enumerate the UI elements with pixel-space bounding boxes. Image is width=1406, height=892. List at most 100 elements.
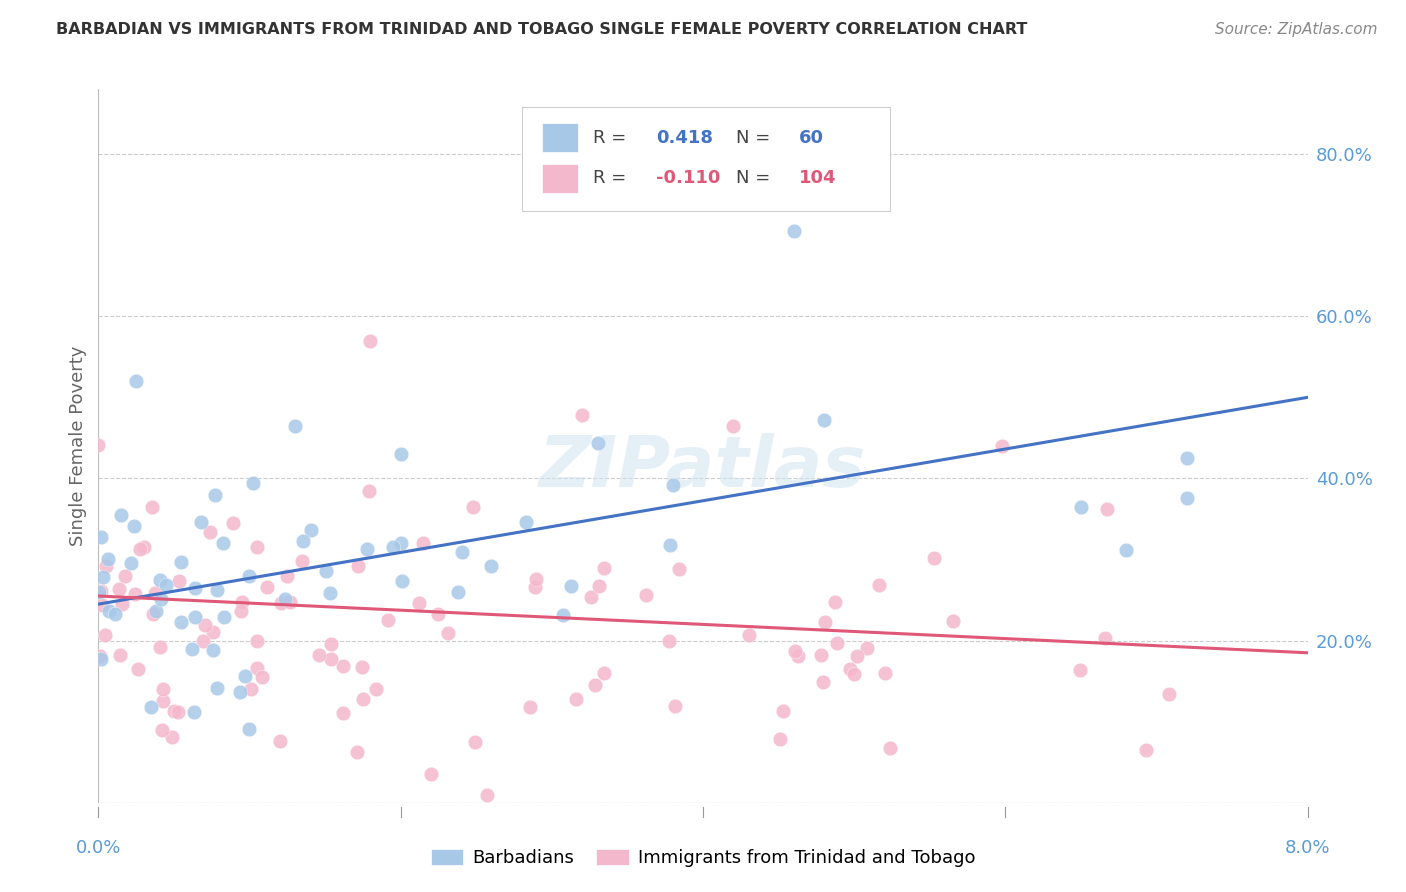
Point xyxy=(723,418,745,433)
Point xyxy=(169,555,191,569)
Point xyxy=(204,487,226,501)
Point xyxy=(1135,743,1157,757)
Point xyxy=(662,477,685,491)
FancyBboxPatch shape xyxy=(522,107,890,211)
Point xyxy=(194,617,217,632)
Point xyxy=(150,592,173,607)
Point xyxy=(132,541,155,555)
Point xyxy=(284,418,307,433)
Point xyxy=(838,662,860,676)
Point xyxy=(94,628,117,642)
Point xyxy=(238,569,260,583)
Point xyxy=(879,740,901,755)
Point xyxy=(90,530,112,544)
Point xyxy=(382,540,405,554)
Point xyxy=(91,598,114,612)
Point xyxy=(357,484,380,499)
Point xyxy=(810,648,832,663)
Point xyxy=(276,569,298,583)
Point xyxy=(321,652,343,666)
Point xyxy=(586,436,609,450)
Point xyxy=(202,642,225,657)
Point xyxy=(814,615,837,629)
Point xyxy=(811,674,834,689)
Point xyxy=(990,439,1012,453)
Point xyxy=(108,582,131,596)
Point xyxy=(377,613,399,627)
Legend: Barbadians, Immigrants from Trinidad and Tobago: Barbadians, Immigrants from Trinidad and… xyxy=(423,841,983,874)
Point xyxy=(1159,688,1181,702)
Text: 104: 104 xyxy=(799,169,837,187)
Point xyxy=(246,661,269,675)
Point xyxy=(127,662,149,676)
Text: 60: 60 xyxy=(799,128,824,146)
Point xyxy=(90,584,112,599)
Text: 0.0%: 0.0% xyxy=(76,839,121,857)
Point xyxy=(142,607,165,621)
Point xyxy=(97,552,120,566)
Text: Source: ZipAtlas.com: Source: ZipAtlas.com xyxy=(1215,22,1378,37)
Point xyxy=(1094,631,1116,645)
Point xyxy=(1175,451,1198,466)
Point xyxy=(479,559,502,574)
Point xyxy=(332,706,354,720)
Point xyxy=(427,607,450,622)
Point xyxy=(149,640,172,654)
Point xyxy=(420,767,443,781)
Point xyxy=(125,374,148,388)
Point xyxy=(155,578,177,592)
Point xyxy=(659,538,682,552)
Point xyxy=(96,559,118,574)
Point xyxy=(364,681,387,696)
Point xyxy=(104,607,127,622)
Point xyxy=(233,669,256,683)
Point xyxy=(163,704,186,718)
Point xyxy=(212,609,235,624)
Point xyxy=(231,595,253,609)
Point xyxy=(524,572,547,586)
Point xyxy=(180,641,202,656)
Point xyxy=(565,692,588,706)
Point xyxy=(783,224,806,238)
Point xyxy=(738,628,761,642)
Point xyxy=(170,615,193,629)
Point xyxy=(250,670,273,684)
Text: N =: N = xyxy=(735,169,776,187)
Text: R =: R = xyxy=(593,169,631,187)
Point xyxy=(786,648,808,663)
Point xyxy=(240,681,263,696)
Text: 8.0%: 8.0% xyxy=(1285,839,1330,857)
Text: 0.418: 0.418 xyxy=(655,128,713,146)
Point xyxy=(519,700,541,714)
Point xyxy=(515,516,537,530)
Point xyxy=(813,413,835,427)
Point xyxy=(160,730,183,744)
Point xyxy=(319,637,342,651)
Point xyxy=(114,569,136,583)
Point xyxy=(1095,501,1118,516)
Text: -0.110: -0.110 xyxy=(655,169,720,187)
Point xyxy=(141,500,163,515)
Point xyxy=(205,681,228,696)
Point xyxy=(571,408,593,422)
Point xyxy=(270,596,292,610)
Point xyxy=(183,705,205,719)
Point xyxy=(772,704,794,718)
Point xyxy=(560,579,582,593)
Point xyxy=(246,540,269,554)
Text: ZIPatlas: ZIPatlas xyxy=(540,433,866,502)
Point xyxy=(139,700,162,714)
Point xyxy=(922,550,945,565)
Point xyxy=(89,584,111,599)
Point xyxy=(229,604,252,618)
Point xyxy=(352,659,374,673)
Point xyxy=(111,597,134,611)
Point xyxy=(152,694,174,708)
Point xyxy=(97,604,120,618)
Point xyxy=(229,685,252,699)
Text: BARBADIAN VS IMMIGRANTS FROM TRINIDAD AND TOBAGO SINGLE FEMALE POVERTY CORRELATI: BARBADIAN VS IMMIGRANTS FROM TRINIDAD AN… xyxy=(56,22,1028,37)
Point xyxy=(200,525,222,540)
Point xyxy=(783,644,806,658)
Point xyxy=(145,604,167,618)
Point xyxy=(212,536,235,550)
